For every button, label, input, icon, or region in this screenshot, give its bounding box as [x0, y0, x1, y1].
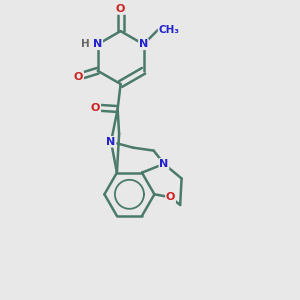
Text: CH₃: CH₃ — [158, 25, 179, 34]
Text: N: N — [106, 137, 116, 147]
Text: O: O — [74, 72, 83, 82]
Text: O: O — [116, 4, 125, 14]
Text: N: N — [159, 159, 169, 169]
Text: N: N — [139, 39, 148, 49]
Text: N: N — [93, 39, 102, 49]
Text: H: H — [81, 39, 89, 49]
Text: O: O — [91, 103, 100, 112]
Text: O: O — [166, 192, 175, 202]
